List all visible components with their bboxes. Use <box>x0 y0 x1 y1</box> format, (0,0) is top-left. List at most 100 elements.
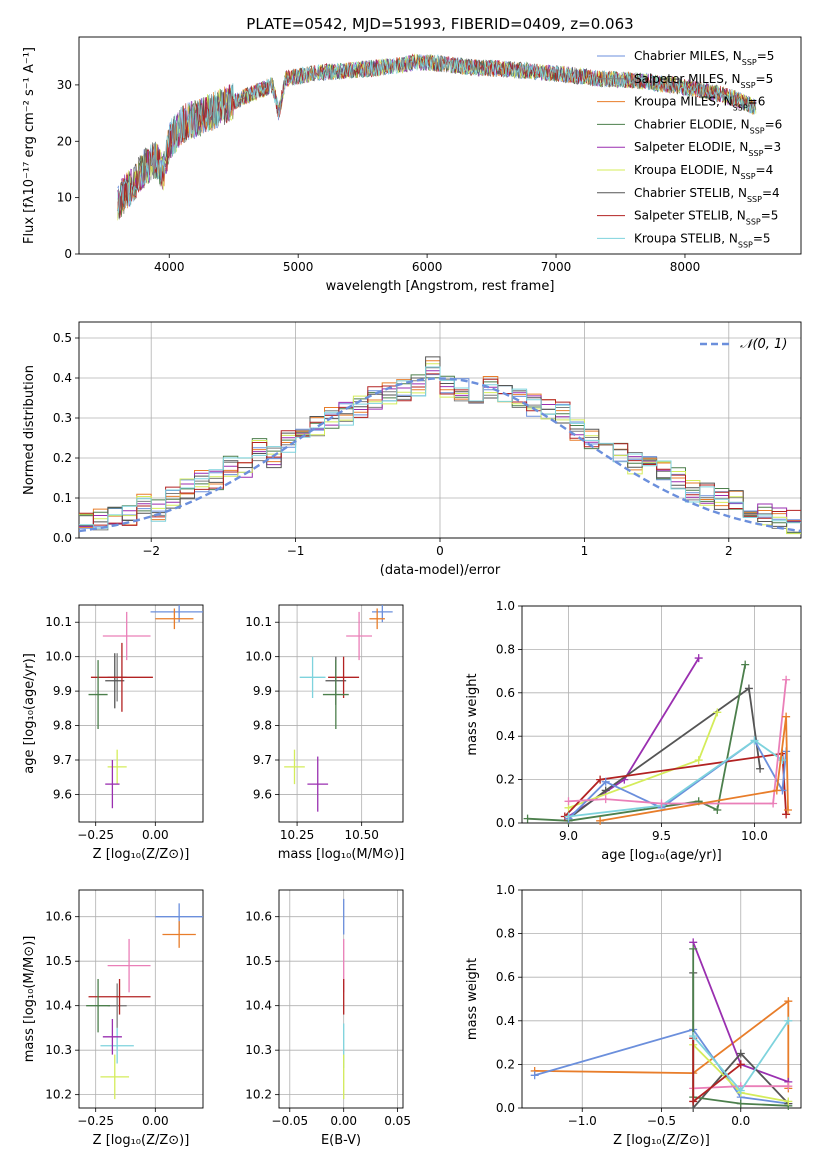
figure-title: PLATE=0542, MJD=51993, FIBERID=0409, z=0… <box>246 15 633 33</box>
weight-vs-age-series-line <box>564 752 787 818</box>
mass-vs-Z-xtick-label: 0.00 <box>142 1114 169 1128</box>
weight-vs-age-point-marker <box>523 814 532 823</box>
weight-vs-age-point-marker <box>713 805 722 814</box>
mass-vs-ebv-ytick-label: 10.5 <box>245 954 272 968</box>
residuals-ytick-label: 0.5 <box>53 331 72 345</box>
weight-vs-age-point-marker <box>782 810 791 819</box>
residuals-ylabel: Normed distribution <box>22 365 37 495</box>
mass-vs-ebv-ytick-label: 10.2 <box>245 1088 272 1102</box>
weight-vs-Z-ytick-label: 1.0 <box>496 883 515 897</box>
age-vs-mass-frame <box>278 604 404 823</box>
age-vs-mass-ytick-label: 10.1 <box>245 615 272 629</box>
age-vs-Z-ytick-label: 10.1 <box>45 615 72 629</box>
weight-vs-age-point-marker <box>769 799 778 808</box>
weight-vs-age-frame <box>521 605 802 824</box>
mass-vs-Z-frame <box>78 889 204 1109</box>
spectrum-frame <box>78 36 802 255</box>
age-vs-mass-ytick-label: 9.8 <box>253 719 272 733</box>
spectrum-xlabel: wavelength [Angstrom, rest frame] <box>326 279 555 294</box>
weight-vs-age-point-marker <box>601 777 610 786</box>
weight-vs-Z-series-line <box>692 948 789 1107</box>
weight-vs-age-series-line <box>599 716 789 822</box>
weight-vs-age-xtick-label: 9.0 <box>559 829 578 843</box>
weight-vs-age-point-marker <box>783 805 792 814</box>
age-vs-mass-xlabel: mass [log₁₀(M/M⊙)] <box>278 847 405 862</box>
age-vs-mass-ytick-label: 9.7 <box>253 753 272 767</box>
weight-vs-age-series-line <box>567 686 761 820</box>
residuals-normal-curve <box>79 377 801 533</box>
weight-vs-Z-point-marker <box>736 1099 745 1108</box>
weight-vs-Z-point-marker <box>784 1016 793 1025</box>
mass-vs-ebv-ytick-label: 10.3 <box>245 1043 272 1057</box>
residuals-xlabel: (data-model)/error <box>380 563 501 578</box>
spectrum-ylabel: Flux [fλ10⁻¹⁷ erg cm⁻² s⁻¹ A⁻¹] <box>22 47 37 244</box>
mass-vs-ebv-ytick-label: 10.6 <box>245 910 272 924</box>
weight-vs-age-point-marker <box>750 736 759 745</box>
weight-vs-Z-xlabel: Z [log₁₀(Z/Z⊙)] <box>613 1133 710 1148</box>
weight-vs-Z-point-marker <box>736 1049 745 1058</box>
weight-vs-age-point-marker <box>601 795 610 804</box>
mass-vs-Z-ytick-label: 10.5 <box>45 954 72 968</box>
residuals-xtick-label: −1 <box>287 544 305 558</box>
spectrum-ytick-label: 30 <box>57 78 72 92</box>
mass-vs-Z-ylabel: mass [log₁₀(M/M⊙)] <box>22 936 37 1063</box>
weight-vs-age-ytick-label: 0.4 <box>496 729 515 743</box>
weight-vs-Z-xtick-label: 0.0 <box>731 1114 750 1128</box>
age-vs-Z-xlabel: Z [log₁₀(Z/Z⊙)] <box>93 847 190 862</box>
residuals-ytick-label: 0.1 <box>53 491 72 505</box>
weight-vs-Z-ytick-label: 0.8 <box>496 927 515 941</box>
spectrum-legend-label: Chabrier ELODIE, NSSP=6 <box>634 117 782 135</box>
mass-vs-Z-ytick-label: 10.4 <box>45 999 72 1013</box>
age-vs-mass-xtick-label: 10.25 <box>280 828 314 842</box>
weight-vs-Z-point-marker <box>530 1071 539 1080</box>
age-vs-Z-ytick-label: 9.6 <box>53 787 72 801</box>
age-vs-Z-xtick-label: 0.00 <box>142 828 169 842</box>
mass-vs-ebv-ytick-label: 10.4 <box>245 999 272 1013</box>
weight-vs-age-point-marker <box>741 660 750 669</box>
weight-vs-age-xlabel: age [log₁₀(age/yr)] <box>601 848 722 863</box>
spectrum-legend-label: Salpeter MILES, NSSP=5 <box>634 72 773 90</box>
spectrum-ytick-label: 20 <box>57 134 72 148</box>
spectrum-ytick-label: 0 <box>64 247 72 261</box>
spectrum-legend-label: Kroupa MILES, NSSP=6 <box>634 95 765 113</box>
weight-vs-Z-ylabel: mass weight <box>465 958 480 1040</box>
weight-vs-age-point-marker <box>713 708 722 717</box>
age-vs-Z-ytick-label: 9.7 <box>53 753 72 767</box>
mass-vs-ebv-xtick-label: 0.00 <box>330 1114 357 1128</box>
age-vs-Z-ylabel: age [log₁₀(age/yr)] <box>22 653 37 774</box>
weight-vs-age-ytick-label: 0.0 <box>496 816 515 830</box>
mass-vs-ebv-frame <box>278 889 404 1109</box>
weight-vs-age-ylabel: mass weight <box>465 673 480 755</box>
weight-vs-age-point-marker <box>596 775 605 784</box>
weight-vs-Z-xtick-label: −0.5 <box>647 1114 676 1128</box>
weight-vs-Z-point-marker <box>689 1097 698 1106</box>
weight-vs-age-series-line <box>567 739 787 820</box>
weight-vs-age-point-marker <box>744 684 753 693</box>
weight-vs-Z-frame <box>521 889 802 1109</box>
weight-vs-Z-point-marker <box>736 1086 745 1095</box>
age-vs-Z-xtick-label: −0.25 <box>77 828 114 842</box>
mass-vs-Z-xtick-label: −0.25 <box>77 1114 114 1128</box>
weight-vs-age-point-marker <box>657 799 666 808</box>
weight-vs-age-point-marker <box>772 786 781 795</box>
residuals-histogram-step <box>79 373 801 526</box>
age-vs-mass-ytick-label: 9.6 <box>253 787 272 801</box>
weight-vs-age-point-marker <box>782 712 791 721</box>
weight-vs-age-xtick-label: 10.0 <box>741 829 768 843</box>
mass-vs-Z-ytick-label: 10.3 <box>45 1043 72 1057</box>
weight-vs-age-series-line <box>527 664 747 822</box>
weight-vs-Z-point-marker <box>689 944 698 953</box>
weight-vs-Z-ytick-label: 0.2 <box>496 1057 515 1071</box>
spectrum-legend-label: Kroupa STELIB, NSSP=5 <box>634 231 771 249</box>
residuals-xtick-label: 1 <box>581 544 589 558</box>
residuals-legend-label: 𝒩(0, 1) <box>740 337 787 352</box>
weight-vs-age-point-marker <box>756 764 765 773</box>
weight-vs-age-point-marker <box>564 797 573 806</box>
spectrum-xtick-label: 4000 <box>154 260 185 274</box>
residuals-histogram-step <box>79 366 801 529</box>
spectrum-ytick-label: 10 <box>57 191 72 205</box>
weight-vs-age-point-marker <box>694 654 703 663</box>
weight-vs-Z-point-marker <box>689 1032 698 1041</box>
residuals-ytick-label: 0.0 <box>53 531 72 545</box>
weight-vs-Z-point-marker <box>784 1082 793 1091</box>
